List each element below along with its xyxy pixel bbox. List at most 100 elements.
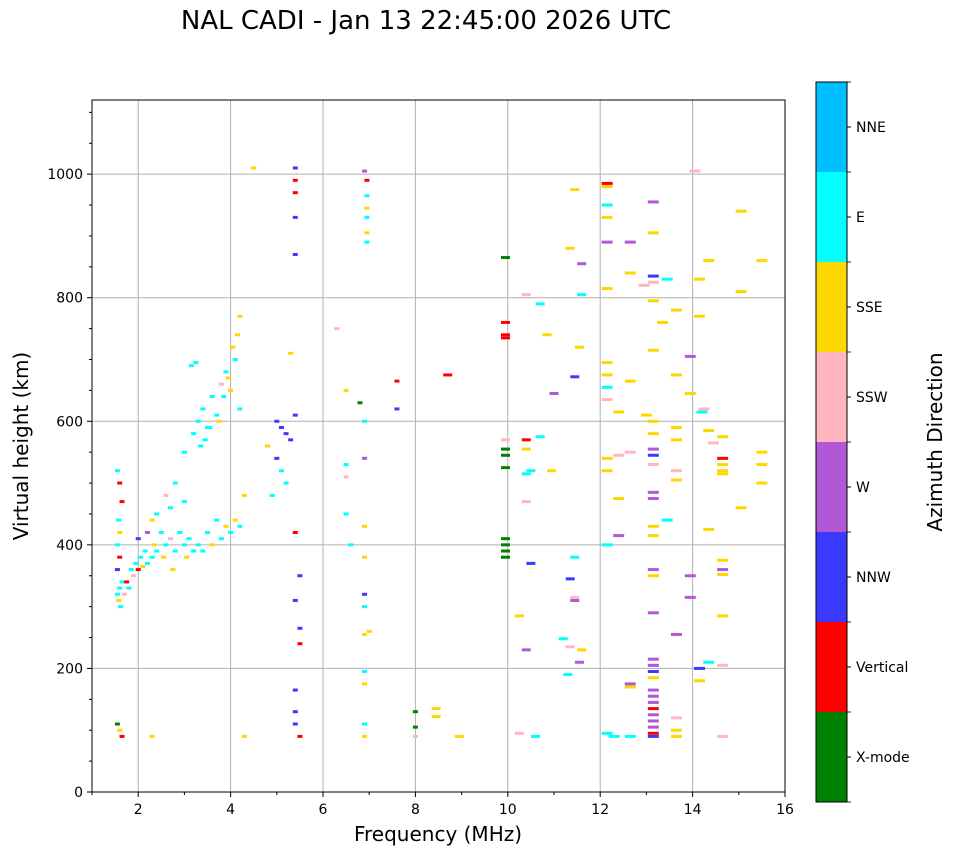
echo-point [703,660,715,664]
echo-point [158,531,164,534]
echo-point [117,531,123,534]
echo-point [647,694,659,698]
echo-point [613,410,625,414]
echo-point [142,549,148,553]
echo-point [647,719,659,723]
echo-point [116,598,122,602]
echo-point [624,450,636,454]
echo-point [647,447,659,451]
echo-point [601,215,613,219]
echo-point [703,429,715,433]
echo-point [624,734,636,738]
echo-point [237,314,243,318]
echo-point [292,688,298,692]
echo-point [181,543,187,547]
echo-point [362,632,368,636]
echo-point [684,595,696,599]
echo-point [647,707,659,711]
echo-point [717,463,729,467]
echo-point [521,438,531,442]
echo-point [181,500,187,504]
echo-point [570,598,580,602]
colorbar-segment [816,262,847,352]
echo-point [694,314,706,318]
echo-point [601,181,613,185]
echo-point [334,327,340,331]
echo-point [647,676,659,680]
x-tick-label: 4 [226,802,235,818]
echo-point [521,500,531,504]
echo-point [647,713,659,717]
echo-point [170,568,176,572]
echo-point [694,666,706,670]
echo-point [237,407,243,411]
echo-point [521,293,531,297]
echo-point [119,500,125,504]
echo-point [128,568,134,572]
echo-point [670,438,682,442]
x-axis: 2 4 6 8 10 12 14 16 [91,792,794,818]
echo-point [647,348,659,352]
echo-point [119,580,125,584]
echo-point [601,731,613,735]
echo-point [500,453,510,457]
colorbar-tick-label: SSE [856,300,883,316]
echo-point [292,166,298,170]
colorbar-tick-label: X-mode [856,750,910,766]
echo-point [670,716,682,720]
echo-point [558,637,568,641]
echo-point [500,555,510,559]
echo-point [657,320,669,324]
echo-point [265,444,271,448]
echo-point [694,679,706,683]
x-tick-label: 6 [319,802,328,818]
echo-point [117,586,123,590]
echo-point [297,642,303,646]
echo-point [565,577,575,581]
echo-point [228,388,234,392]
chart-title: NAL CADI - Jan 13 22:45:00 2026 UTC [180,6,672,36]
colorbar-segment [816,622,847,712]
echo-point [198,444,204,448]
echo-point [647,688,659,692]
x-axis-label: Frequency (MHz) [354,822,522,846]
echo-point [151,543,157,547]
echo-point [570,188,580,192]
echo-point [613,534,625,538]
echo-point [717,472,729,476]
echo-point [149,518,155,522]
echo-point [647,463,659,467]
echo-point [608,734,620,738]
plot-frame [91,99,786,793]
y-tick-label: 400 [56,538,83,554]
echo-point [670,734,682,738]
echo-point [292,710,298,714]
echo-point [114,543,120,547]
echo-point [117,728,123,732]
echo-point [357,401,363,405]
echo-point [362,555,368,559]
echo-point [647,574,659,578]
echo-point [292,215,298,219]
echo-point [348,543,354,547]
echo-point [577,293,587,297]
echo-point [292,598,298,602]
echo-point [172,481,178,485]
echo-point [500,438,510,442]
echo-point [216,419,222,423]
echo-point [225,376,231,380]
colorbar-segment [816,712,847,802]
echo-point [237,524,243,528]
echo-point [241,734,247,738]
echo-point [274,419,280,423]
colorbar-segment [816,172,847,262]
echo-point [689,169,701,173]
echo-point [601,203,613,207]
echo-point [209,395,215,399]
echo-point [168,506,174,510]
echo-point [364,231,370,235]
echo-point [362,682,368,686]
echo-point [144,531,150,534]
echo-point [647,200,659,204]
